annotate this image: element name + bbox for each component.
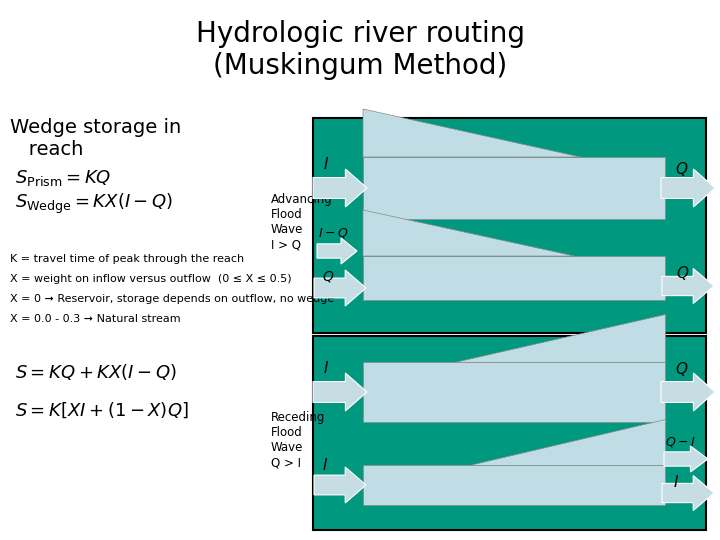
Text: $S_{\mathrm{Wedge}} = KX(I-Q)$: $S_{\mathrm{Wedge}} = KX(I-Q)$ <box>15 192 174 216</box>
Text: $I$: $I$ <box>673 474 679 490</box>
Bar <box>313 336 706 530</box>
Text: Wedge storage in
   reach: Wedge storage in reach <box>10 118 181 159</box>
Text: K = travel time of peak through the reach: K = travel time of peak through the reac… <box>10 254 244 264</box>
Text: $I - Q$: $I - Q$ <box>318 226 348 240</box>
Polygon shape <box>469 419 665 465</box>
Polygon shape <box>313 169 367 207</box>
Polygon shape <box>363 362 665 422</box>
Bar <box>313 118 706 333</box>
Text: $Q$: $Q$ <box>675 160 688 178</box>
Text: $S = K[XI+(1-X)Q]$: $S = K[XI+(1-X)Q]$ <box>15 400 189 420</box>
Polygon shape <box>313 373 367 411</box>
Polygon shape <box>363 109 580 157</box>
Text: X = 0.0 - 0.3 ➞ Natural stream: X = 0.0 - 0.3 ➞ Natural stream <box>10 314 181 324</box>
Text: $I$: $I$ <box>323 360 329 376</box>
Polygon shape <box>662 476 714 510</box>
Polygon shape <box>314 467 366 503</box>
Polygon shape <box>314 270 366 306</box>
Text: $Q$: $Q$ <box>676 264 689 282</box>
Polygon shape <box>662 268 714 303</box>
Text: $I$: $I$ <box>323 156 329 172</box>
Text: Advancing
Flood
Wave
I > Q: Advancing Flood Wave I > Q <box>271 193 333 251</box>
Text: $S_{\mathrm{Prism}} = KQ$: $S_{\mathrm{Prism}} = KQ$ <box>15 168 112 188</box>
Polygon shape <box>661 169 715 207</box>
Polygon shape <box>317 238 357 264</box>
Text: X = weight on inflow versus outflow  (0 ≤ X ≤ 0.5): X = weight on inflow versus outflow (0 ≤… <box>10 274 292 284</box>
Polygon shape <box>363 210 575 256</box>
Text: $I$: $I$ <box>322 457 328 473</box>
Polygon shape <box>664 446 708 472</box>
Polygon shape <box>454 314 665 362</box>
Text: $S = KQ + KX(I-Q)$: $S = KQ + KX(I-Q)$ <box>15 362 177 382</box>
Polygon shape <box>363 157 665 219</box>
Polygon shape <box>363 465 665 505</box>
Text: Hydrologic river routing
(Muskingum Method): Hydrologic river routing (Muskingum Meth… <box>196 20 524 80</box>
Text: $Q - I$: $Q - I$ <box>665 435 696 449</box>
Text: $Q$: $Q$ <box>322 269 334 284</box>
Polygon shape <box>363 256 665 300</box>
Text: $Q$: $Q$ <box>675 360 688 378</box>
Polygon shape <box>661 373 715 411</box>
Text: Receding
Flood
Wave
Q > I: Receding Flood Wave Q > I <box>271 411 325 469</box>
Text: X = 0 ➞ Reservoir, storage depends on outflow, no wedge: X = 0 ➞ Reservoir, storage depends on ou… <box>10 294 334 304</box>
